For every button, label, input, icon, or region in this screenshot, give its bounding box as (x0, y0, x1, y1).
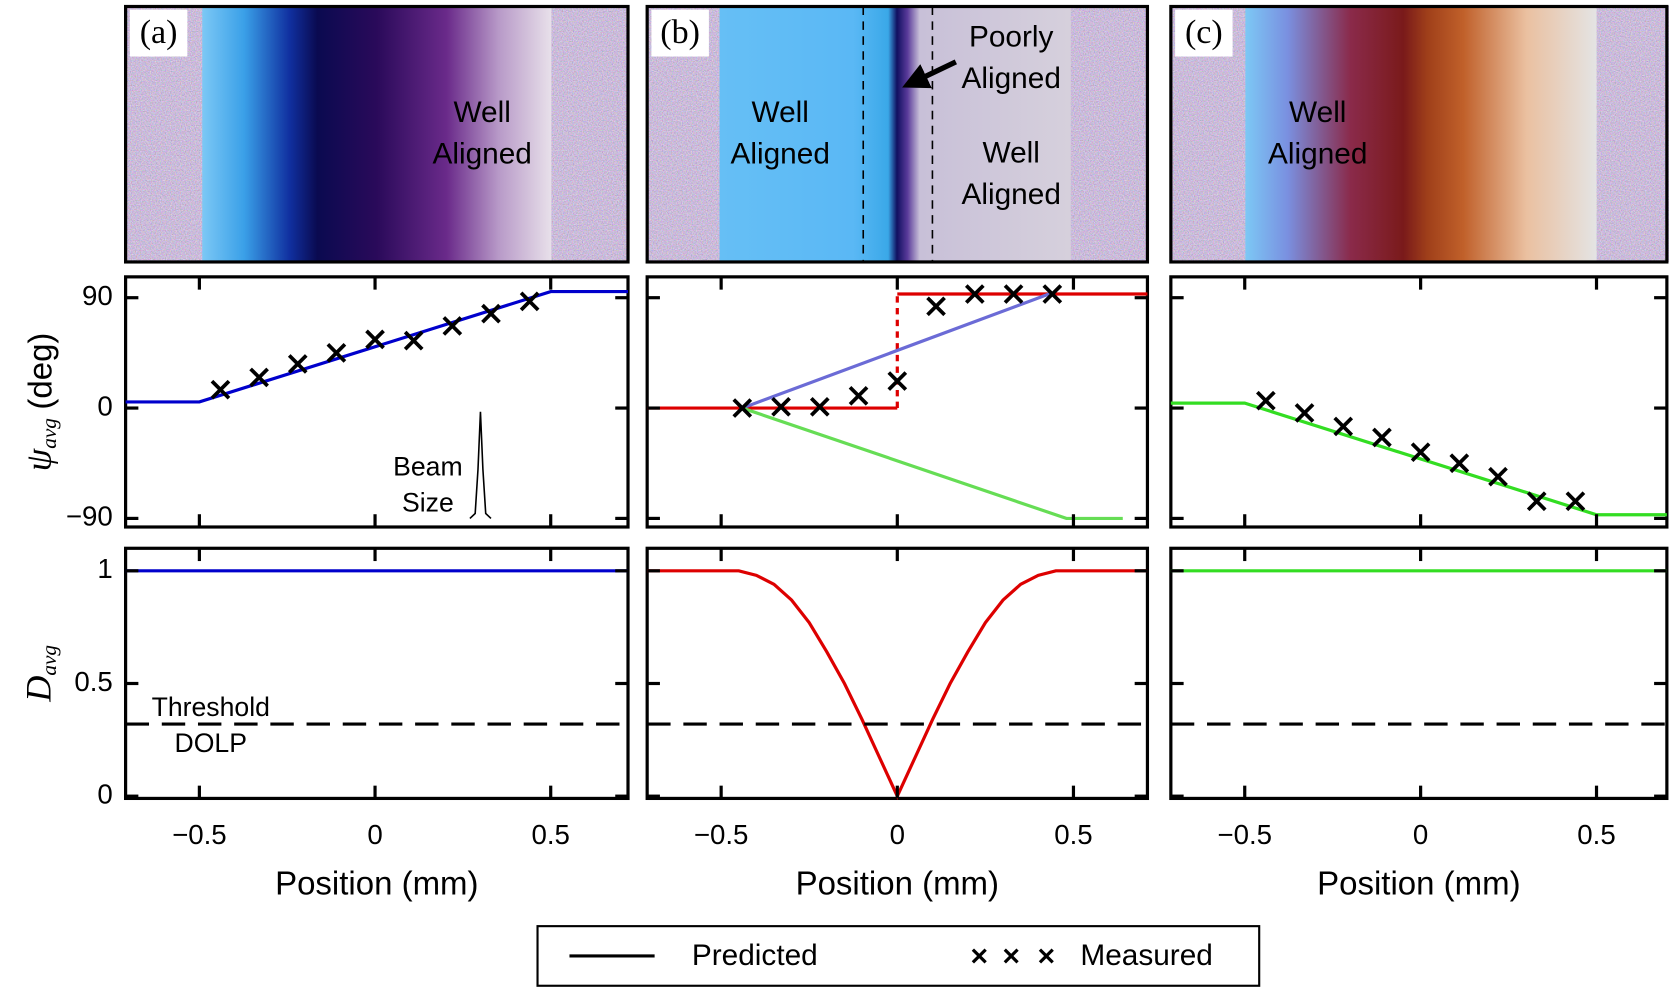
marker (964, 284, 985, 304)
plot-frame (1169, 275, 1669, 529)
marker (1488, 466, 1508, 487)
marker (1333, 416, 1354, 437)
marker (771, 397, 791, 417)
panel-label-box (651, 9, 709, 57)
marker (210, 379, 231, 400)
y-axis-subscript: avg (37, 645, 61, 676)
y-tick-label: 90 (82, 280, 113, 311)
annotation: DOLP (175, 728, 247, 758)
panel-label-box (129, 9, 188, 57)
marker (403, 330, 424, 351)
marker (1003, 284, 1024, 304)
y-axis-symbol: ψ (19, 448, 59, 471)
y-axis-subscript: avg (37, 418, 61, 449)
marker (809, 397, 830, 417)
marker (287, 354, 308, 374)
marker (326, 343, 347, 363)
series-line (741, 291, 1053, 410)
annotation: Beam (393, 451, 463, 481)
legend-box (536, 925, 1261, 987)
marker (249, 367, 269, 388)
marker (1565, 491, 1586, 512)
legend-label: Predicted (692, 939, 818, 972)
marker (732, 398, 753, 418)
marker (365, 329, 385, 350)
y-axis-label: ψavg (deg) (19, 333, 61, 472)
y-tick-label: 0 (97, 778, 112, 809)
series-line (741, 406, 1123, 521)
legend: Predicted Measured (536, 925, 1261, 987)
series-line (1170, 401, 1667, 517)
image-gradient (202, 6, 552, 262)
plot-frame (1169, 546, 1669, 801)
marker (1526, 491, 1547, 512)
series-line (469, 411, 492, 519)
marker (519, 291, 540, 312)
y-axis-unit: (deg) (21, 333, 58, 410)
marker (848, 385, 869, 406)
series-line (125, 289, 629, 404)
marker (1410, 442, 1431, 463)
x-tick-label: −0.5 (694, 819, 749, 850)
image-annotation: Aligned (961, 62, 1060, 95)
image-gradient (1245, 6, 1597, 262)
image-annotation: Poorly (969, 20, 1054, 53)
annotation: Threshold (152, 692, 270, 722)
image-frame (645, 4, 1150, 264)
y-tick-label: 0 (97, 390, 112, 421)
arrow (902, 59, 957, 89)
x-tick-label: −0.5 (1217, 819, 1272, 850)
marker (1449, 453, 1470, 474)
x-tick-label: 0 (367, 819, 382, 850)
image-panels (124, 4, 1669, 264)
marker (481, 303, 501, 324)
image-annotation: Aligned (731, 137, 830, 170)
panel-label: (c) (1185, 14, 1223, 51)
marker (442, 316, 463, 336)
image-annotation: Well (752, 96, 809, 129)
marker (1372, 427, 1392, 448)
y-tick-label: 0.5 (74, 666, 112, 697)
annotation: Size (402, 488, 454, 518)
image-annotation: Well (1289, 96, 1346, 129)
image-annotation: Well (982, 136, 1039, 169)
marker (1255, 390, 1276, 411)
y-tick-label: 1 (97, 553, 112, 584)
plot-frame (645, 546, 1150, 801)
panel-label-box (1175, 9, 1233, 57)
x-axis-label: Position (mm) (796, 864, 999, 901)
marker (926, 296, 946, 317)
image-frame (1169, 4, 1669, 264)
x-tick-label: 0.5 (1577, 819, 1615, 850)
panel-label: (a) (140, 14, 178, 51)
x-tick-label: 0 (890, 819, 905, 850)
marker (887, 371, 908, 391)
y-axis-symbol: D (19, 676, 59, 703)
image-annotation: Aligned (961, 178, 1060, 211)
image-annotation: Aligned (432, 137, 531, 170)
x-tick-label: 0.5 (1054, 819, 1092, 850)
x-tick-label: −0.5 (172, 819, 227, 850)
marker (1294, 403, 1315, 423)
x-axis-label: Position (mm) (1317, 864, 1520, 901)
panel-label: (b) (660, 14, 700, 51)
legend-label: Measured (1080, 939, 1213, 972)
plot-frame (124, 546, 630, 801)
image-annotation: Well (453, 96, 510, 129)
legend-marker (971, 948, 1054, 964)
image-frame (124, 4, 630, 264)
y-tick-label: −90 (66, 501, 113, 532)
marker (1042, 284, 1063, 304)
x-tick-label: 0 (1413, 819, 1428, 850)
image-annotation: Aligned (1268, 137, 1367, 170)
image-gradient (719, 6, 1071, 262)
x-axis-label: Position (mm) (275, 864, 478, 901)
x-tick-label: 0.5 (531, 819, 569, 850)
y-axis-label: Davg (19, 645, 61, 703)
